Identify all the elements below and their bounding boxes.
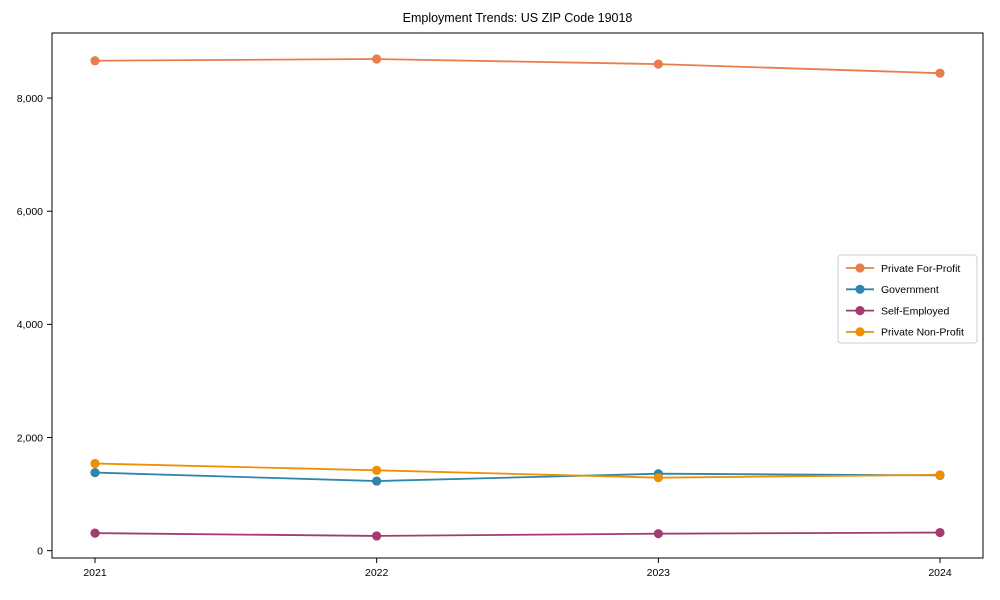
x-tick-label: 2021	[83, 567, 107, 579]
series-line-self-employed	[94, 531, 941, 537]
legend-label: Self-Employed	[881, 305, 949, 317]
y-tick-label: 4,000	[17, 319, 43, 331]
legend-label: Private For-Profit	[881, 263, 960, 275]
data-point	[90, 528, 100, 538]
x-tick-label: 2024	[928, 567, 952, 579]
x-tick-label: 2022	[365, 567, 389, 579]
data-point	[90, 467, 100, 478]
x-tick-label: 2023	[647, 567, 671, 579]
data-point	[372, 476, 382, 486]
chart-title: Employment Trends: US ZIP Code 19018	[402, 11, 633, 25]
data-point	[90, 56, 100, 66]
data-point	[372, 54, 382, 64]
legend-marker-dot	[855, 263, 865, 273]
legend-label: Private Non-Profit	[881, 327, 964, 339]
legend-marker-dot	[855, 284, 865, 294]
series-line-private-for-profit	[94, 58, 941, 75]
y-tick-label: 0	[37, 545, 43, 557]
data-point	[372, 531, 382, 541]
plot-frame	[51, 32, 984, 559]
legend-label: Government	[881, 284, 939, 296]
series-line-government	[94, 471, 941, 482]
legend-marker-dot	[855, 306, 865, 316]
data-point	[653, 59, 663, 69]
series-line-private-non-profit	[94, 462, 941, 479]
data-point	[935, 527, 945, 538]
data-point	[935, 68, 945, 78]
data-point	[653, 473, 663, 483]
legend-marker-dot	[855, 327, 865, 337]
y-tick-label: 6,000	[17, 206, 43, 218]
data-point	[935, 470, 945, 480]
y-tick-label: 2,000	[17, 432, 43, 444]
data-point	[653, 529, 663, 539]
data-point	[90, 458, 100, 469]
legend-box	[837, 254, 978, 344]
data-point	[372, 465, 382, 475]
y-tick-label: 8,000	[17, 93, 43, 105]
